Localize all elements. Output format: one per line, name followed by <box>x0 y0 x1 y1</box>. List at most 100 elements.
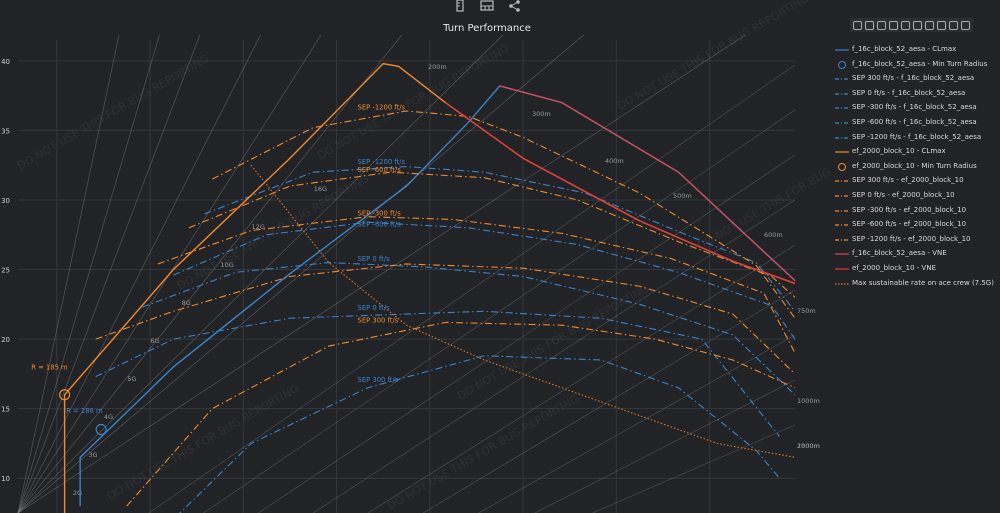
watermarks: DO NOT USE THIS FOR BUG REPORTING DO NOT … <box>15 0 830 513</box>
y-tick-label: 30 <box>1 197 10 205</box>
radius-line <box>257 154 796 513</box>
annotation-label: SEP 0 ft/s <box>358 304 391 312</box>
legend-label: SEP -600 ft/s - ef_2000_block_10 <box>852 220 967 229</box>
legend-symbol <box>835 209 849 212</box>
legend-label: Max sustainable rate on ace crew (7.5G) <box>852 278 994 287</box>
legend-item[interactable]: SEP -1200 ft/s - f_16c_block_52_aesa <box>835 132 1000 147</box>
home-icon[interactable] <box>949 20 958 30</box>
annotation-label: SEP -1200 ft/s <box>358 104 406 112</box>
autoscale-icon[interactable] <box>937 20 946 30</box>
legend-item[interactable]: SEP -600 ft/s - ef_2000_block_10 <box>835 219 1000 234</box>
legend-item[interactable]: f_16c_block_52_aesa - VNE <box>835 248 1000 263</box>
camera-icon[interactable] <box>853 20 862 30</box>
box-select-icon[interactable] <box>889 20 898 30</box>
legend-label: SEP -300 ft/s - f_16c_block_52_aesa <box>852 103 977 112</box>
iso-lines: 2G 3G 4G 5G 6G 8G 10G 12G 16G 200m 300m 400m 500m 600… <box>17 34 820 513</box>
legend-label: SEP 300 ft/s - ef_2000_block_10 <box>852 176 964 185</box>
legend-item[interactable]: f_16c_block_52_aesa - CLmax <box>835 44 1000 59</box>
annotation-label: R = 185 m <box>31 364 68 372</box>
legend-item[interactable]: SEP 300 ft/s - f_16c_block_52_aesa <box>835 73 1000 88</box>
lasso-icon[interactable] <box>901 20 910 30</box>
series-line-9 <box>126 321 796 507</box>
g-line-label: 4G <box>104 413 113 421</box>
annotation-label: SEP -1200 ft/s <box>358 158 406 166</box>
series-line-10 <box>95 263 796 375</box>
series-line-5 <box>173 221 796 340</box>
y-axis: 10 15 20 25 30 35 40 <box>1 58 10 483</box>
g-line <box>17 34 261 513</box>
legend-label: ef_2000_block_10 - VNE <box>852 263 936 272</box>
legend-item[interactable]: ef_2000_block_10 - CLmax <box>835 146 1000 161</box>
g-line-label: 12G <box>252 223 265 231</box>
legend-item[interactable]: ef_2000_block_10 - VNE <box>835 263 1000 278</box>
g-line-label: 3G <box>88 451 97 459</box>
zoom-out-icon[interactable] <box>925 20 934 30</box>
radius-line <box>591 424 796 513</box>
legend-item[interactable]: f_16c_block_52_aesa - Min Turn Radius <box>835 59 1000 74</box>
turn-performance-chart[interactable]: 2G 3G 4G 5G 6G 8G 10G 12G 16G 200m 300m 400m 500m 600… <box>0 0 830 513</box>
legend-item[interactable]: ef_2000_block_10 - Min Turn Radius <box>835 161 1000 176</box>
watermark-text: DO NOT USE THIS FOR BUG REPORTING <box>105 382 301 503</box>
chart-toolbar <box>440 0 560 16</box>
zoom-in-icon[interactable] <box>913 20 922 30</box>
radius-line <box>148 64 796 513</box>
legend-symbol <box>835 282 849 285</box>
radius-line-label: 750m <box>797 307 816 315</box>
legend-item[interactable]: SEP -300 ft/s - f_16c_block_52_aesa <box>835 102 1000 117</box>
legend-symbol <box>835 107 849 109</box>
legend-label: ef_2000_block_10 - Min Turn Radius <box>852 161 977 170</box>
chart-legend: f_16c_block_52_aesa - CLmax f_16c_block_5… <box>835 44 1000 292</box>
legend-item[interactable]: Max sustainable rate on ace crew (7.5G) <box>835 278 1000 293</box>
y-tick-label: 15 <box>1 406 10 414</box>
pan-icon[interactable] <box>877 20 886 30</box>
legend-label: SEP -1200 ft/s - f_16c_block_52_aesa <box>852 132 982 141</box>
legend-item[interactable]: SEP 0 ft/s - ef_2000_block_10 <box>835 190 1000 205</box>
chart-grid <box>18 40 795 513</box>
annotation-label: SEP 300 ft/s <box>358 376 399 384</box>
legend-label: SEP -1200 ft/s - ef_2000_block_10 <box>852 234 971 243</box>
legend-item[interactable]: SEP -600 ft/s - f_16c_block_52_aesa <box>835 117 1000 132</box>
watermark-text: DO NOT USE THIS FOR BUG REPORTING <box>695 132 830 253</box>
series-line-6 <box>204 166 796 312</box>
legend-symbol <box>835 122 849 124</box>
radius-line-label: 300m <box>532 110 551 118</box>
chart-title: Turn Performance <box>442 23 531 34</box>
annotation-label: SEP 0 ft/s <box>358 255 391 263</box>
legend-symbol <box>835 93 849 95</box>
legend-label: SEP 0 ft/s - ef_2000_block_10 <box>852 190 955 199</box>
legend-item[interactable]: SEP -300 ft/s - ef_2000_block_10 <box>835 205 1000 220</box>
legend-item[interactable]: SEP 0 ft/s - f_16c_block_52_aesa <box>835 88 1000 103</box>
zoom-icon[interactable] <box>865 20 874 30</box>
legend-label: SEP 0 ft/s - f_16c_block_52_aesa <box>852 88 966 97</box>
series-line-4 <box>142 262 796 396</box>
legend-label: f_16c_block_52_aesa - CLmax <box>852 45 957 53</box>
legend-symbol <box>835 180 849 182</box>
g-line-label: 16G <box>314 185 327 193</box>
g-line-label: 8G <box>182 299 191 307</box>
legend-symbol <box>835 224 849 226</box>
annotation-label: SEP -300 ft/s <box>358 209 402 217</box>
series-line-3 <box>95 310 780 437</box>
series-line-14 <box>499 85 796 282</box>
radius-line-label: 1500m <box>797 442 820 450</box>
g-line-label: 6G <box>151 337 160 345</box>
calculator-icon[interactable] <box>480 0 494 12</box>
series-line-15 <box>444 102 796 285</box>
g-line <box>17 34 584 513</box>
g-line <box>17 34 403 513</box>
legend-symbol <box>835 78 849 80</box>
annotation-label: R = 286 m <box>66 407 103 415</box>
legend-label: f_16c_block_52_aesa - VNE <box>852 249 947 258</box>
legend-label: SEP 300 ft/s - f_16c_block_52_aesa <box>852 74 975 83</box>
plotly-logo-icon[interactable] <box>961 20 970 30</box>
annotation-label: SEP 300 ft/s <box>358 316 399 324</box>
legend-item[interactable]: SEP 300 ft/s - ef_2000_block_10 <box>835 175 1000 190</box>
legend-item[interactable]: SEP -1200 ft/s - ef_2000_block_10 <box>835 234 1000 249</box>
radius-line-label: 2000m <box>797 442 820 450</box>
y-tick-label: 25 <box>1 267 10 275</box>
radius-line <box>534 379 796 513</box>
y-tick-label: 10 <box>1 475 10 483</box>
legend-symbol <box>835 253 849 255</box>
ruler-icon[interactable] <box>453 0 467 12</box>
share-icon[interactable] <box>508 0 522 12</box>
